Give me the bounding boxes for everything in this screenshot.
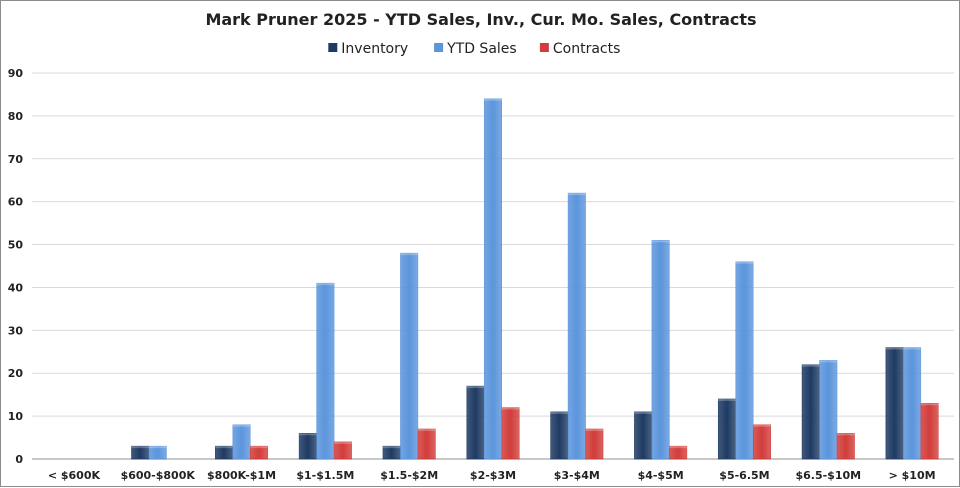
bar-highlight [735,261,754,264]
bar-highlight [634,411,652,414]
y-tick-label: 50 [8,239,24,252]
bar-highlight [903,347,921,350]
bar-contracts [585,428,604,460]
bar-inventory [466,385,485,460]
bar-highlight [753,424,771,427]
bar-ytd-sales [484,98,502,460]
bar-highlight [316,283,335,286]
x-tick-label: $6.5-$10M [795,469,861,482]
bar-highlight [466,386,485,389]
bar-highlight [718,398,736,401]
bar-highlight [215,446,233,449]
bar-ytd-sales [400,252,419,460]
bar-inventory [801,364,820,460]
legend-label: Inventory [341,41,408,57]
bar-inventory [634,411,653,460]
bar-highlight [669,446,687,449]
bars [131,98,939,460]
x-tick-label: $3-$4M [554,469,600,482]
legend-label: YTD Sales [446,41,517,57]
bar-highlight [501,407,520,410]
legend-label: Contracts [553,41,621,57]
bar-contracts [501,407,520,460]
legend: Inventory YTD Sales Contracts [328,41,620,57]
bar-highlight [885,347,904,350]
bar-highlight [819,360,838,363]
bar-highlight [651,240,670,243]
x-axis: < $600K $600-$800K $800K-$1M $1-$1.5M $1.5-$… [48,469,936,482]
y-axis: 0 10 20 30 40 50 60 70 80 90 [8,67,24,466]
bar-ytd-sales [819,360,838,460]
chart-title: Mark Pruner 2025 - YTD Sales, Inv., Cur.… [205,10,756,29]
y-tick-label: 40 [8,281,24,294]
bar-contracts [250,445,269,460]
bar-highlight [400,253,418,256]
x-tick-label: $600-$800K [121,469,196,482]
bar-highlight [550,411,569,414]
y-tick-label: 10 [8,410,24,423]
x-tick-label: $800K-$1M [207,469,276,482]
bar-ytd-sales [651,240,670,460]
bar-highlight [484,98,502,101]
bar-highlight [837,433,855,436]
bar-highlight [148,446,167,449]
bar-inventory [885,347,904,460]
bar-highlight [802,364,820,367]
bar-contracts [752,424,771,460]
x-tick-label: $2-$3M [470,469,516,482]
x-tick-label: $1.5-$2M [380,469,438,482]
x-tick-label: $4-$5M [638,469,684,482]
bar-contracts [417,428,436,460]
bar-inventory [717,398,736,460]
bar-highlight [131,446,149,449]
x-tick-label: $1-$1.5M [296,469,354,482]
bar-contracts [333,441,352,460]
x-tick-label: < $600K [48,469,101,482]
bar-highlight [382,446,401,449]
bar-ytd-sales [735,261,754,460]
bar-inventory [550,411,569,460]
x-tick-label: $5-6.5M [719,469,769,482]
bar-highlight [920,403,939,406]
bar-highlight [299,433,317,436]
legend-swatch [539,43,549,52]
y-tick-label: 80 [8,110,24,123]
y-tick-label: 60 [8,196,24,209]
x-tick-label: > $10M [889,469,936,482]
bar-ytd-sales [567,192,586,460]
legend-swatch [328,43,338,52]
bar-contracts [920,402,939,460]
bar-ytd-sales [148,445,167,460]
bar-ytd-sales [232,424,251,460]
bar-highlight [334,441,352,444]
y-tick-label: 20 [8,367,24,380]
bar-highlight [417,428,436,431]
y-tick-label: 90 [8,67,24,80]
bar-highlight [568,193,586,196]
legend-swatch [434,43,444,52]
y-tick-label: 30 [8,324,24,337]
bar-highlight [585,428,604,431]
bar-highlight [250,446,268,449]
bar-ytd-sales [903,347,922,460]
bar-ytd-sales [316,282,335,460]
y-tick-label: 70 [8,153,24,166]
bar-contracts [669,445,688,460]
y-tick-label: 0 [15,453,23,466]
bar-highlight [232,424,251,427]
bar-inventory [298,433,317,460]
bar-contracts [836,433,855,460]
